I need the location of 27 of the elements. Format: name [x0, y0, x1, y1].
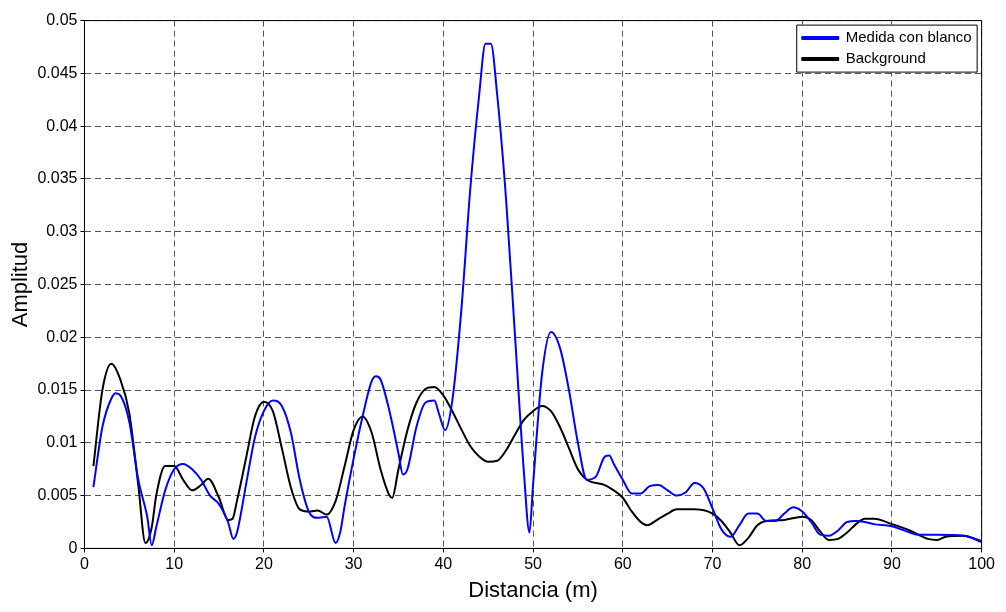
y-tick-label: 0.005 [37, 486, 78, 504]
line-series [92, 42, 982, 547]
x-tick-label: 90 [883, 555, 901, 573]
y-tick-label: 0.035 [37, 169, 78, 187]
x-axis-title: Distancia (m) [468, 576, 598, 602]
y-tick-label: 0.03 [46, 222, 78, 240]
x-tick-label: 10 [165, 555, 184, 573]
x-tick-label: 40 [434, 555, 453, 573]
x-tick-label: 80 [793, 555, 812, 573]
y-tick-label: 0.02 [46, 327, 78, 345]
legend-label: Background [845, 49, 926, 67]
x-tick-label: 30 [344, 555, 363, 573]
x-tick-label: 0 [79, 555, 89, 573]
x-tick-label: 50 [524, 555, 543, 573]
y-tick-label: 0.015 [37, 380, 78, 398]
y-tick-label: 0 [68, 538, 78, 556]
y-tick-label: 0.025 [37, 274, 78, 292]
y-tick-label: 0.01 [46, 433, 78, 451]
x-tick-label: 60 [613, 555, 632, 573]
y-tick-label: 0.045 [37, 63, 78, 81]
x-tick-label: 20 [254, 555, 273, 573]
legend-label: Medida con blanco [845, 28, 972, 46]
y-axis-title: Amplitud [7, 241, 33, 328]
y-tick-label: 0.04 [46, 116, 78, 134]
x-tick-label: 70 [703, 555, 722, 573]
x-tick-label: 100 [968, 555, 996, 573]
y-tick-label: 0.05 [46, 11, 78, 29]
